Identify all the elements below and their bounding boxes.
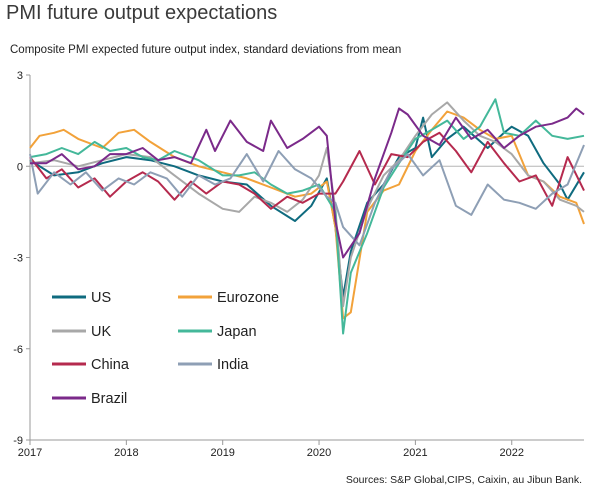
series-line-brazil: [30, 107, 585, 259]
chart-title: PMI future output expectations: [6, 2, 278, 24]
y-tick-label: 0: [17, 161, 23, 173]
x-tick-label: 2021: [403, 447, 427, 459]
y-tick-label: -6: [13, 344, 23, 356]
x-tick-label: 2019: [210, 447, 234, 459]
legend-label-brazil: Brazil: [91, 391, 127, 407]
series-line-china: [29, 131, 585, 210]
legend-label-eurozone: Eurozone: [217, 290, 279, 306]
legend-label-india: India: [217, 357, 249, 373]
x-tick-label: 2018: [114, 447, 138, 459]
legend-label-china: China: [91, 357, 130, 373]
x-tick-label: 2020: [307, 447, 331, 459]
y-tick-label: -9: [13, 435, 23, 447]
series-line-eurozone: [29, 110, 585, 320]
source-note: Sources: S&P Global,CIPS, Caixin, au Jib…: [345, 474, 582, 486]
y-tick-label: -3: [13, 253, 23, 265]
series-line-uk: [29, 101, 585, 308]
legend-label-uk: UK: [91, 324, 111, 340]
x-tick-label: 2017: [18, 447, 42, 459]
x-tick-label: 2022: [499, 447, 523, 459]
chart-subtitle: Composite PMI expected future output ind…: [10, 44, 402, 56]
series-line-india: [29, 144, 585, 247]
y-tick-label: 3: [17, 70, 23, 82]
legend-label-us: US: [91, 290, 111, 306]
legend-label-japan: Japan: [217, 324, 257, 340]
